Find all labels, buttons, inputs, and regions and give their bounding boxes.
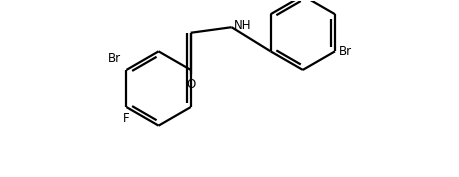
Text: O: O (186, 78, 196, 91)
Text: NH: NH (234, 19, 252, 32)
Text: Br: Br (108, 52, 121, 65)
Text: Br: Br (339, 45, 352, 58)
Text: F: F (123, 112, 130, 125)
